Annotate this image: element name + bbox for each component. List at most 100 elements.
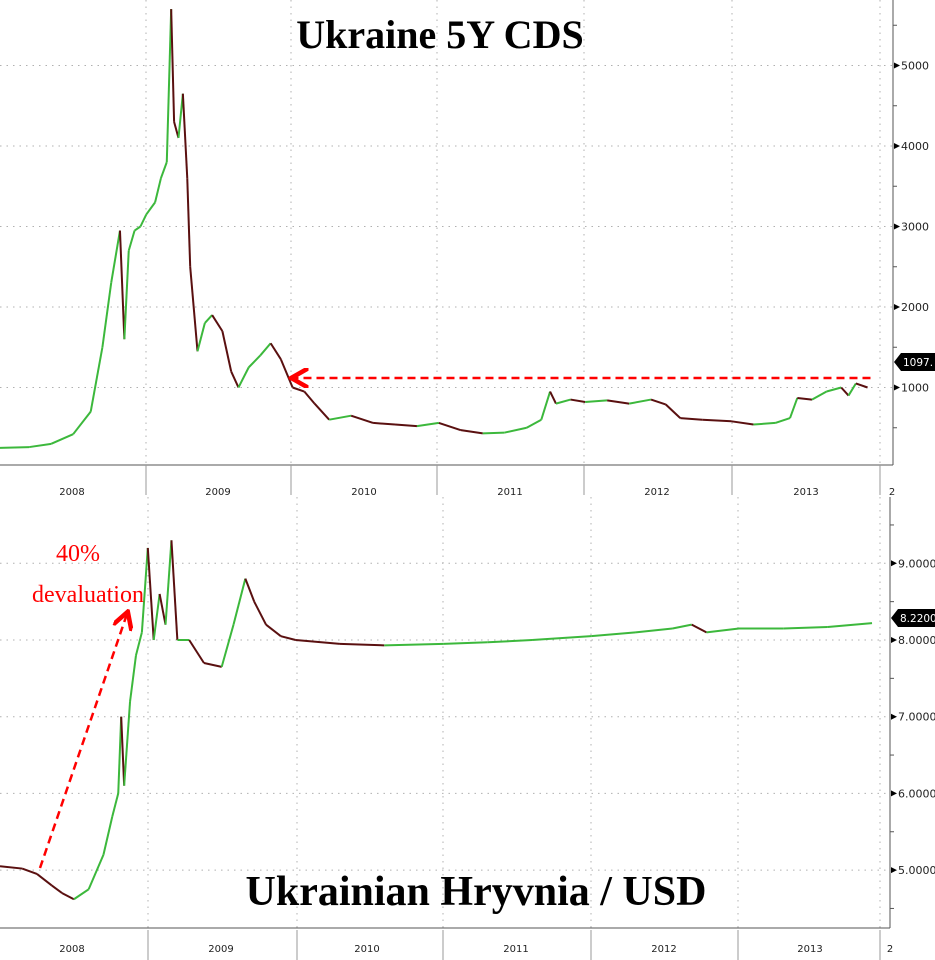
- series-segment: [504, 426, 527, 434]
- tick-marker: [894, 143, 900, 149]
- series-segment: [247, 354, 262, 369]
- series-segment: [555, 398, 571, 405]
- series-segment: [61, 892, 75, 901]
- y-tick-label: 3000: [901, 221, 929, 234]
- series-segment: [0, 446, 30, 449]
- y-tick-label: 5000: [901, 60, 929, 73]
- tick-marker: [891, 637, 897, 643]
- series-segment: [111, 793, 120, 817]
- series-segment: [628, 398, 652, 405]
- series-segment: [164, 540, 173, 625]
- x-tick-label: 2013: [793, 487, 818, 498]
- series-segment: [526, 418, 542, 429]
- series-segment: [186, 178, 192, 267]
- series-segment: [196, 322, 206, 352]
- series-segment: [827, 622, 873, 628]
- series-segment: [159, 161, 168, 179]
- series-segment: [244, 578, 256, 603]
- series-segment: [117, 716, 123, 794]
- series-segment: [51, 884, 63, 894]
- series-segment: [775, 417, 791, 424]
- last-value-label: 8.2200: [900, 613, 935, 625]
- x-tick-label: 2010: [354, 944, 379, 955]
- series-segment: [189, 266, 199, 352]
- series-segment: [384, 642, 444, 647]
- series-segment: [170, 540, 179, 641]
- last-value-badge: [891, 609, 935, 627]
- series-segment: [549, 391, 557, 405]
- x-tick-label: 2: [889, 487, 895, 498]
- series-segment: [570, 398, 586, 403]
- series-segment: [847, 382, 857, 397]
- series-segment: [606, 399, 630, 405]
- series-segment: [181, 93, 189, 179]
- series-segment: [635, 627, 673, 634]
- tick-marker: [891, 713, 897, 720]
- series-segment: [139, 213, 148, 227]
- series-segment: [145, 201, 156, 216]
- x-tick-label: 2013: [797, 944, 822, 955]
- series-segment: [826, 386, 842, 393]
- series-segment: [292, 386, 305, 393]
- series-segment: [265, 623, 282, 637]
- y-tick-label: 6.0000: [898, 787, 935, 800]
- panel-hryvnia: 5.0000 6.0000 7.0000 8.0000 9.0000 2008 2009 20…: [0, 497, 935, 960]
- series-segment: [259, 342, 272, 356]
- series-segment: [797, 396, 813, 401]
- x-tick-label: 2008: [59, 944, 84, 955]
- x-tick-label: 2010: [351, 487, 376, 498]
- series-segment: [0, 865, 23, 870]
- x-tick-label: 2012: [651, 944, 676, 955]
- series-segment: [789, 397, 799, 419]
- series-segment: [21, 867, 38, 875]
- series-segment: [36, 873, 53, 887]
- series-segment: [280, 635, 296, 641]
- series-segment: [158, 593, 167, 625]
- series-segment: [29, 442, 52, 449]
- series-segment: [702, 418, 732, 423]
- series-segment: [279, 358, 294, 388]
- series-segment: [540, 391, 552, 420]
- x-tick-label: 2011: [503, 944, 528, 955]
- series-segment: [339, 642, 385, 647]
- tick-marker: [894, 223, 900, 230]
- tick-marker: [891, 560, 897, 567]
- series-segment: [154, 177, 162, 203]
- devaluation-arrow: [38, 614, 127, 869]
- y-tick-label: 2000: [901, 301, 929, 314]
- series-segment: [87, 854, 105, 890]
- x-tick-label: 2009: [205, 487, 230, 498]
- series-segment: [72, 411, 92, 435]
- series-segment: [855, 382, 868, 389]
- x-tick-label: 2009: [208, 944, 233, 955]
- series-segment: [204, 314, 213, 324]
- series-segment: [230, 370, 240, 388]
- tick-marker: [894, 304, 900, 310]
- series-segment: [123, 250, 130, 340]
- series-segment: [89, 347, 104, 412]
- series-segment: [152, 593, 161, 641]
- series-segment: [237, 366, 250, 388]
- series-segment: [134, 225, 142, 232]
- series-segment: [146, 547, 155, 641]
- tick-marker: [894, 384, 900, 391]
- series-segment: [129, 655, 137, 702]
- chart-title: Ukrainian Hryvnia / USD: [246, 869, 707, 915]
- series-segment: [487, 639, 533, 644]
- series-segment: [680, 417, 703, 421]
- series-segment: [731, 420, 754, 426]
- series-segment: [120, 716, 126, 786]
- series-segment: [135, 632, 143, 656]
- series-segment: [165, 9, 173, 163]
- series-segment: [394, 423, 418, 428]
- series-segment: [443, 641, 488, 645]
- series-segment: [118, 230, 126, 340]
- devaluation-annotation-pct: 40%: [56, 541, 100, 567]
- series-segment: [253, 601, 267, 626]
- series-segment: [102, 816, 114, 855]
- tick-marker: [891, 867, 897, 874]
- series-segment: [101, 282, 113, 348]
- series-segment: [706, 627, 740, 634]
- series-segment: [73, 888, 90, 901]
